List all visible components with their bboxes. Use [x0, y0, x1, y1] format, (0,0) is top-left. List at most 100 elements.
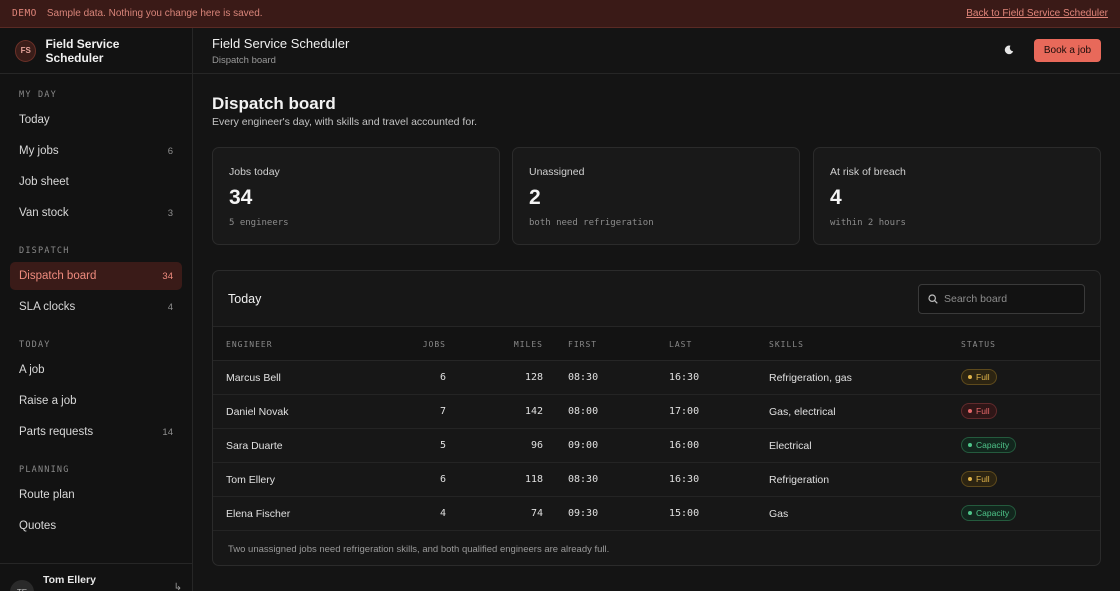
table-row[interactable]: Sara Duarte 5 96 09:00 16:00 Electrical Capaci… [213, 429, 1100, 463]
column-header-first[interactable]: FIRST [568, 340, 598, 349]
table-row[interactable]: Marcus Bell 6 128 08:30 16:30 Refrigeration, … [213, 361, 1100, 395]
column-header-status[interactable]: STATUS [961, 340, 996, 349]
sidebar-item-label: Today [19, 114, 50, 126]
status-dot-icon [968, 477, 972, 481]
cell-engineer: Tom Ellery [226, 474, 276, 486]
cell-engineer: Elena Fischer [226, 508, 291, 520]
column-header-last[interactable]: LAST [669, 340, 693, 349]
board-title: Today [228, 292, 262, 306]
table-row[interactable]: Elena Fischer 4 74 09:30 15:00 Gas Capacity [213, 497, 1100, 531]
cell-first: 09:00 [568, 440, 599, 451]
sidebar-item-count: 34 [162, 270, 173, 282]
sidebar-item-count: 3 [167, 207, 173, 219]
sidebar-item-label: Van stock [19, 207, 69, 219]
sidebar-item-my-jobs[interactable]: My jobs 6 [10, 137, 182, 165]
status-dot-icon [968, 443, 972, 447]
search-box[interactable] [918, 284, 1085, 314]
cell-first: 08:30 [568, 474, 599, 485]
cell-first: 08:30 [568, 372, 599, 383]
nav-section: TODAY A job Raise a job Parts requests 14 [0, 324, 192, 446]
sidebar-item-quotes[interactable]: Quotes [10, 512, 182, 540]
cell-miles: 74 [530, 508, 543, 519]
cell-engineer: Daniel Novak [226, 406, 289, 418]
sidebar-item-label: Parts requests [19, 426, 94, 438]
stat-card-at-risk: At risk of breach 4 within 2 hours [813, 147, 1101, 245]
stat-note: 5 engineers [229, 218, 289, 228]
page-title: Dispatch board [212, 94, 336, 113]
cell-skills: Refrigeration, gas [769, 372, 852, 384]
status-label: Capacity [976, 440, 1010, 450]
sidebar-item-count: 4 [167, 301, 173, 313]
table-body: Marcus Bell 6 128 08:30 16:30 Refrigeration, … [213, 361, 1100, 531]
table-row[interactable]: Tom Ellery 6 118 08:30 16:30 Refrigeration Ful… [213, 463, 1100, 497]
book-job-button[interactable]: Book a job [1034, 39, 1101, 62]
search-icon [928, 294, 938, 304]
status-badge: Full [961, 471, 997, 487]
sign-out-icon[interactable]: ↳ [173, 582, 182, 591]
column-header-miles[interactable]: MILES [513, 340, 543, 349]
stat-value: 34 [229, 186, 253, 209]
cell-skills: Gas [769, 508, 789, 520]
cell-engineer: Marcus Bell [226, 372, 281, 384]
stat-label: Unassigned [529, 166, 585, 178]
sidebar-item-sla-clocks[interactable]: SLA clocks 4 [10, 293, 182, 321]
table-row[interactable]: Daniel Novak 7 142 08:00 17:00 Gas, electrica… [213, 395, 1100, 429]
cell-miles: 118 [524, 474, 543, 485]
stat-value: 2 [529, 186, 541, 209]
dispatch-board-table: Today ENGINEER JOBS MILES FIRST LAST SKI… [212, 270, 1101, 566]
sidebar-item-today[interactable]: Today [10, 106, 182, 134]
sidebar-item-label: Dispatch board [19, 270, 97, 282]
sidebar-item-label: SLA clocks [19, 301, 76, 313]
sidebar-item-parts-requests[interactable]: Parts requests 14 [10, 418, 182, 446]
cell-last: 15:00 [669, 508, 700, 519]
sidebar-item-a-job[interactable]: A job [10, 356, 182, 384]
table-header: ENGINEER JOBS MILES FIRST LAST SKILLS ST… [213, 327, 1100, 361]
cell-miles: 96 [530, 440, 543, 451]
sidebar-item-job-sheet[interactable]: Job sheet [10, 168, 182, 196]
sidebar-nav: MY DAY Today My jobs 6 Job sheet Van stock 3 DI… [0, 74, 192, 540]
theme-toggle-button[interactable] [1001, 42, 1017, 58]
status-badge: Capacity [961, 437, 1017, 453]
sidebar-item-route-plan[interactable]: Route plan [10, 481, 182, 509]
cell-last: 16:30 [669, 474, 700, 485]
sidebar-item-label: Quotes [19, 520, 57, 532]
nav-section: MY DAY Today My jobs 6 Job sheet Van stock 3 [0, 74, 192, 227]
back-link[interactable]: Back to Field Service Scheduler [966, 8, 1108, 19]
user-strip[interactable]: TE Tom Ellery ↳ [0, 563, 192, 591]
board-footnote: Two unassigned jobs need refrigeration s… [228, 544, 610, 555]
stats-row: Jobs today 34 5 engineers Unassigned 2 b… [212, 147, 1101, 245]
sidebar-item-dispatch-board[interactable]: Dispatch board 34 [10, 262, 182, 290]
cell-jobs: 4 [439, 508, 446, 519]
status-dot-icon [968, 375, 972, 379]
status-label: Full [976, 406, 990, 416]
cell-jobs: 6 [439, 372, 446, 383]
search-input[interactable] [944, 293, 1074, 305]
stat-note: within 2 hours [830, 218, 906, 228]
header-breadcrumb: Dispatch board [212, 55, 276, 66]
cell-last: 16:00 [669, 440, 700, 451]
cell-jobs: 7 [439, 406, 446, 417]
stat-label: At risk of breach [830, 166, 906, 178]
column-header-jobs[interactable]: JOBS [422, 340, 446, 349]
column-header-skills[interactable]: SKILLS [769, 340, 804, 349]
status-label: Full [976, 474, 990, 484]
sidebar-item-van-stock[interactable]: Van stock 3 [10, 199, 182, 227]
cell-jobs: 6 [439, 474, 446, 485]
stat-label: Jobs today [229, 166, 280, 178]
cell-first: 09:30 [568, 508, 599, 519]
sidebar-item-raise-a-job[interactable]: Raise a job [10, 387, 182, 415]
stat-note: both need refrigeration [529, 218, 654, 228]
brand[interactable]: FS Field Service Scheduler [0, 28, 192, 74]
demo-tag: DEMO [12, 8, 37, 19]
sidebar-item-count: 14 [162, 426, 173, 438]
status-badge: Full [961, 369, 997, 385]
stat-card-unassigned: Unassigned 2 both need refrigeration [512, 147, 800, 245]
nav-section-heading: TODAY [19, 340, 51, 350]
status-badge: Capacity [961, 505, 1017, 521]
sidebar-item-label: Raise a job [19, 395, 77, 407]
nav-section-heading: DISPATCH [19, 246, 70, 256]
column-header-engineer[interactable]: ENGINEER [226, 340, 273, 349]
status-label: Full [976, 372, 990, 382]
cell-miles: 128 [524, 372, 543, 383]
status-badge: Full [961, 403, 997, 419]
